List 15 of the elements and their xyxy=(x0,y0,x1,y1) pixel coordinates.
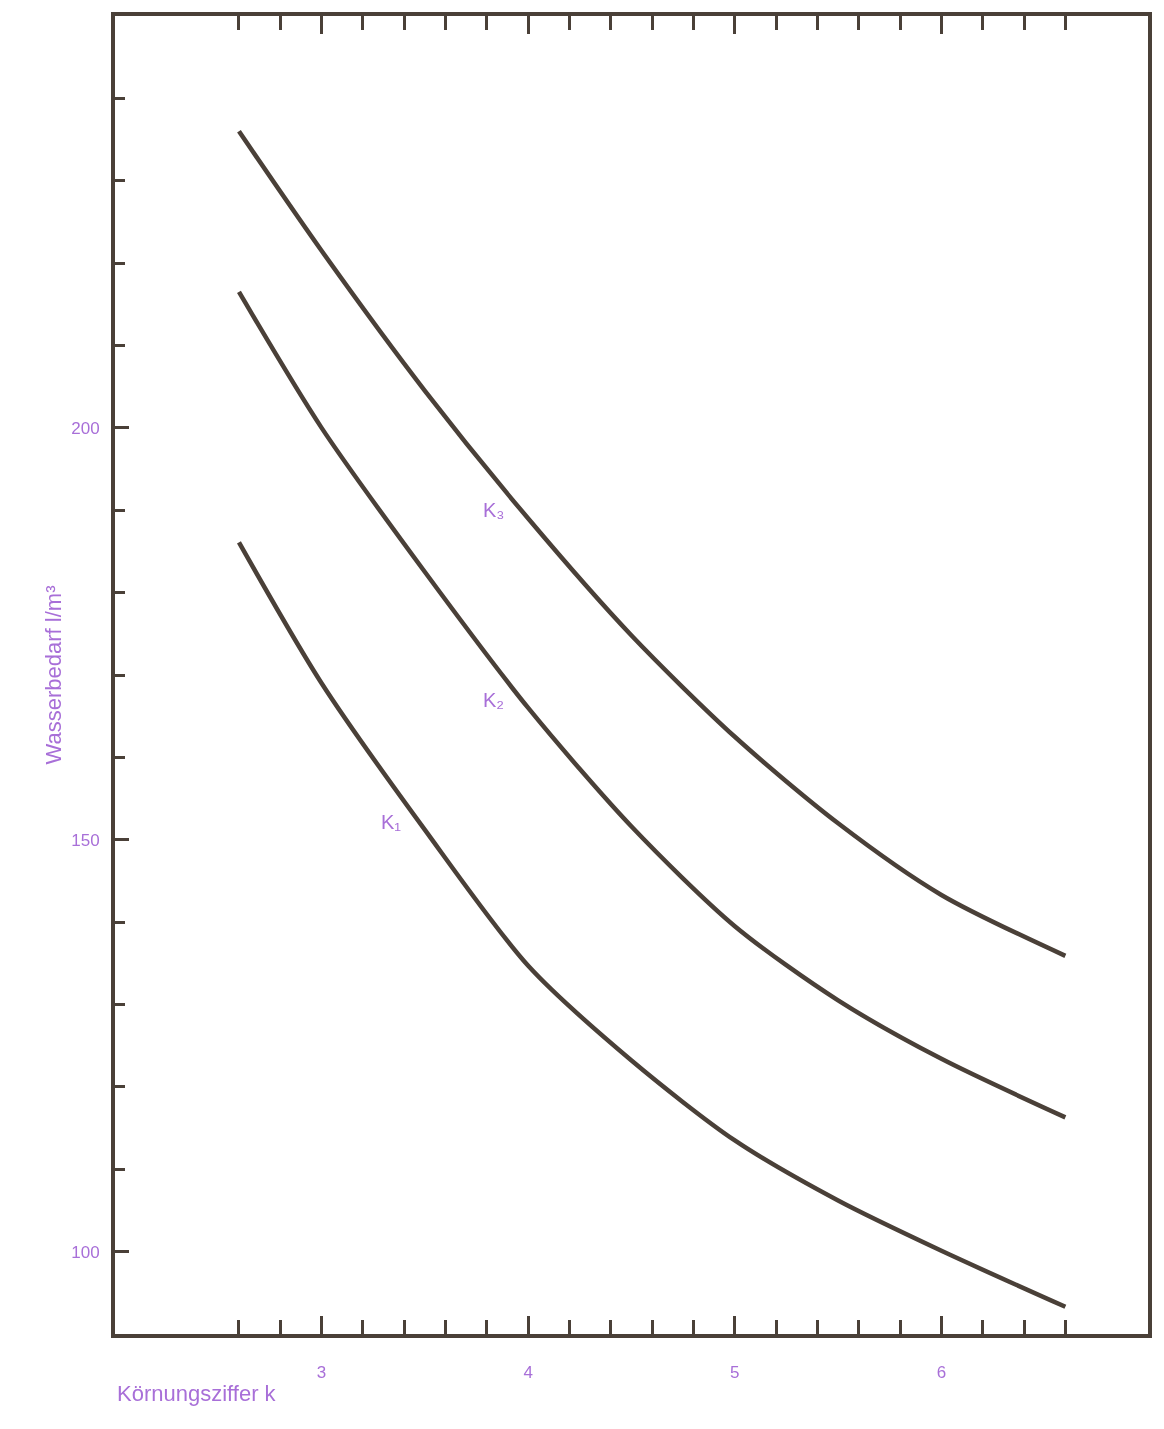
x-tick-label: 5 xyxy=(730,1363,740,1383)
y-tick-label: 200 xyxy=(71,418,100,438)
line-series xyxy=(236,129,1068,959)
series-label: K₁ xyxy=(381,811,402,833)
x-tick-label: 3 xyxy=(316,1363,327,1383)
line-series xyxy=(236,289,1068,1120)
series-label: K₃ xyxy=(483,499,505,521)
x-axis-title: Körnungsziffer k xyxy=(117,1381,277,1406)
x-tick-label: 6 xyxy=(936,1363,947,1383)
y-axis-title: Wasserbedarf l/m³ xyxy=(40,585,66,765)
y-tick-label: 100 xyxy=(71,1242,100,1262)
line-series xyxy=(236,540,1068,1310)
y-tick-label: 150 xyxy=(71,830,100,850)
x-tick-label: 4 xyxy=(523,1363,533,1383)
series-label: K₂ xyxy=(483,689,505,711)
